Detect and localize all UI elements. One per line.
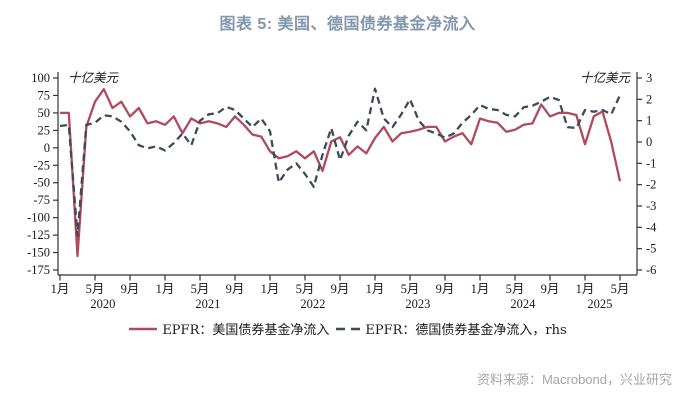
chart-title: 图表 5: 美国、德国债券基金净流入 <box>219 16 476 33</box>
x-axis-month-label: 5月 <box>401 282 420 296</box>
x-axis-month-label: 5月 <box>506 282 525 296</box>
left-axis-tick-label: 50 <box>38 106 51 120</box>
left-axis-unit-label: 十亿美元 <box>68 70 120 85</box>
x-axis-month-label: 5月 <box>296 282 315 296</box>
germany-bond-flows-line <box>59 87 622 238</box>
right-axis-tick-label: -5 <box>646 242 656 256</box>
left-axis-tick-label: -150 <box>27 246 50 260</box>
x-axis-month-label: 9月 <box>121 282 140 296</box>
right-axis-tick-label: -4 <box>646 220 657 234</box>
x-axis-month-label: 9月 <box>436 282 455 296</box>
legend-item-us: EPFR：美国债券基金净流入 <box>128 319 329 338</box>
left-axis-tick-label: -125 <box>27 228 50 242</box>
x-axis-month-label: 1月 <box>51 282 70 296</box>
legend-item-de: EPFR：德国债券基金净流入，rhs <box>335 319 567 338</box>
x-axis-year-label: 2021 <box>195 297 220 311</box>
right-axis-tick-label: 0 <box>646 135 652 149</box>
left-axis-tick-label: -175 <box>27 263 50 277</box>
left-axis-tick-label: -25 <box>33 158 50 172</box>
right-axis-tick-label: 2 <box>646 92 652 106</box>
us-line-sample-icon <box>129 327 158 330</box>
us-bond-flows-line <box>60 88 622 258</box>
left-axis-tick-label: -50 <box>33 176 50 190</box>
source-note: 资料来源：Macrobond，兴业研究 <box>476 372 672 387</box>
left-axis-tick-label: 75 <box>38 88 51 102</box>
right-axis-unit-label: 十亿美元 <box>580 70 632 85</box>
legend: EPFR：美国债券基金净流入 EPFR：德国债券基金净流入，rhs <box>0 319 695 338</box>
x-axis-month-label: 5月 <box>611 282 630 296</box>
x-axis-year-label: 2024 <box>510 297 536 311</box>
right-axis-tick-label: 1 <box>646 114 652 128</box>
legend-label-us: EPFR：美国债券基金净流入 <box>162 323 330 338</box>
left-axis-tick-label: 25 <box>38 123 51 137</box>
x-axis-month-label: 1月 <box>261 282 280 296</box>
x-axis-month-label: 9月 <box>331 282 350 296</box>
x-axis-month-label: 5月 <box>86 282 105 296</box>
right-axis-tick-label: -2 <box>646 178 656 192</box>
de-line-sample-icon <box>336 327 361 330</box>
left-axis-tick-label: 100 <box>31 71 50 85</box>
x-axis-month-label: 1月 <box>366 282 385 296</box>
right-axis-tick-label: -1 <box>646 156 656 170</box>
right-axis-tick-label: 3 <box>646 71 652 85</box>
x-axis-month-label: 9月 <box>226 282 245 296</box>
x-axis-month-label: 1月 <box>156 282 175 296</box>
left-axis-tick-label: 0 <box>44 141 50 155</box>
x-axis-month-label: 9月 <box>541 282 560 296</box>
left-axis-tick-label: -75 <box>33 193 50 207</box>
left-axis-tick-label: -100 <box>27 211 50 225</box>
x-axis-year-label: 2025 <box>587 297 612 311</box>
x-axis-month-label: 1月 <box>471 282 490 296</box>
right-axis-tick-label: -3 <box>646 199 656 213</box>
x-axis-year-label: 2023 <box>405 297 430 311</box>
x-axis-year-label: 2020 <box>90 297 115 311</box>
legend-label-de: EPFR：德国债券基金净流入，rhs <box>365 323 567 338</box>
x-axis-month-label: 1月 <box>576 282 595 296</box>
x-axis-month-label: 5月 <box>191 282 210 296</box>
x-axis-year-label: 2022 <box>300 297 325 311</box>
right-axis-tick-label: -6 <box>646 263 656 277</box>
